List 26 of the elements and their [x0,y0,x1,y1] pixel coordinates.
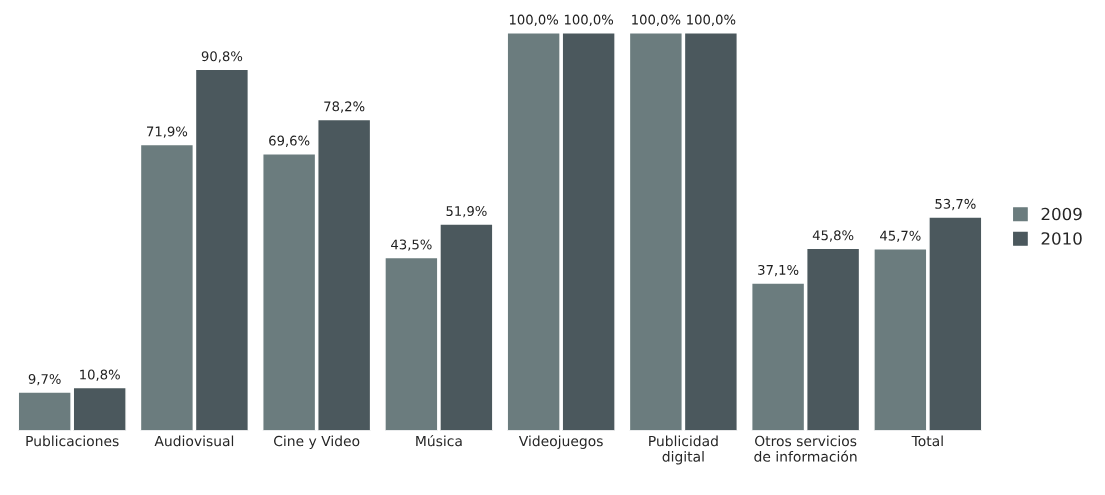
legend-label: 2010 [1041,232,1082,245]
data-label: 100,0% [687,14,736,26]
data-label: 37,1% [758,264,799,277]
data-label: 100,0% [509,14,559,26]
x-tick-label: Total [911,435,943,447]
x-tick-label: Publicidad digital [649,435,718,465]
data-label: 78,2% [324,101,365,113]
x-tick-label: Videojuegos [518,435,603,449]
x-tick-label: Publicaciones [26,435,119,447]
data-label: 9,7% [28,373,61,386]
data-label: 45,7% [880,230,921,243]
legend-label: 2009 [1041,207,1082,221]
data-label: 100,0% [564,14,614,26]
data-label: 53,7% [935,198,976,211]
data-label: 10,8% [80,369,120,381]
x-tick-label: Audiovisual [154,435,234,447]
x-tick-label: Música [416,434,462,447]
data-label: 71,9% [147,126,188,138]
data-label: 69,6% [269,135,310,147]
data-label: 43,5% [391,239,432,251]
data-label: 45,8% [812,230,854,242]
data-label: 51,9% [446,206,487,218]
data-label: 100,0% [632,14,681,26]
data-label: 90,8% [201,51,243,63]
x-tick-label: Otros servicios de información [754,435,857,462]
x-tick-label: Cine y Video [274,435,360,449]
